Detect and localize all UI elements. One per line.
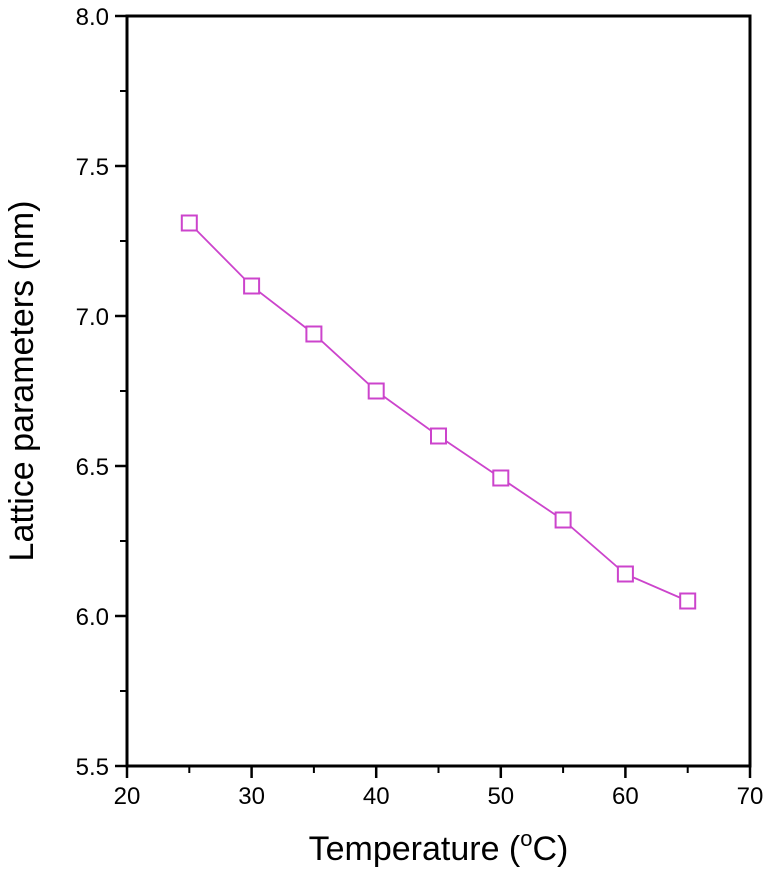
y-tick-label: 8.0 [76, 4, 109, 31]
x-axis-title-degree: o [520, 826, 532, 851]
x-tick-label: 50 [487, 783, 514, 810]
data-point [305, 325, 323, 343]
series-layer [180, 214, 697, 610]
x-tick-label: 70 [737, 783, 764, 810]
ticks-layer: 20 30 40 50 60 70 5.5 6.0 6.5 7.0 7.5 8.0 [76, 4, 764, 810]
y-tick-label: 6.0 [76, 604, 109, 631]
data-point [554, 511, 572, 529]
x-axis-title-suffix: C) [533, 830, 569, 868]
x-tick-label: 60 [612, 783, 639, 810]
x-tick-label: 30 [238, 783, 265, 810]
data-point [492, 469, 510, 487]
x-axis-title: Temperature (oC) [309, 826, 569, 868]
data-point [180, 214, 198, 232]
series-line [188, 222, 689, 602]
x-tick-label: 20 [114, 783, 141, 810]
data-point [679, 592, 697, 610]
y-tick-label: 6.5 [76, 454, 109, 481]
data-point [616, 565, 634, 583]
data-point [430, 427, 447, 445]
y-tick-label: 5.5 [76, 754, 109, 781]
x-axis-title-prefix: Temperature ( [309, 830, 521, 868]
y-tick-label: 7.5 [76, 154, 109, 181]
data-point [243, 277, 261, 295]
y-axis-title: Lattice parameters (nm) [3, 201, 41, 562]
y-tick-label: 7.0 [76, 304, 109, 331]
data-point [367, 382, 385, 400]
x-tick-label: 40 [363, 783, 390, 810]
plot-frame [125, 14, 752, 768]
